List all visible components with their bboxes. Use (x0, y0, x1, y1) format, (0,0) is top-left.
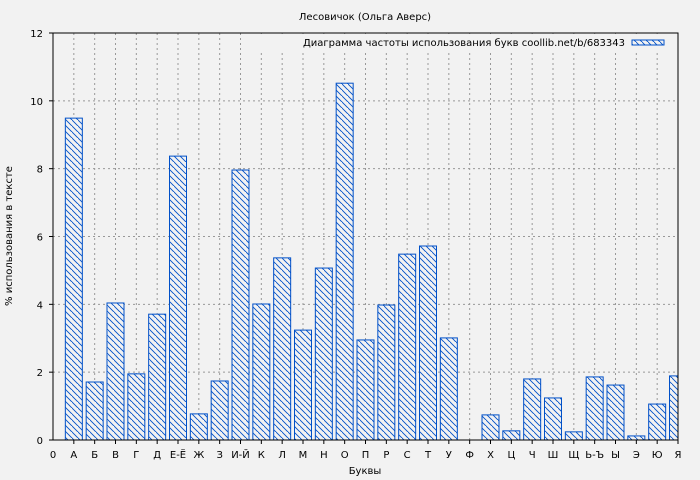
y-tick-label: 4 (37, 300, 43, 311)
bar (356, 339, 375, 440)
bar (210, 380, 229, 440)
bar (398, 253, 417, 440)
legend-swatch (631, 39, 665, 46)
x-tick-label: Г (133, 450, 139, 461)
bar (606, 384, 625, 440)
x-tick-label: Д (153, 450, 161, 461)
legend: Диаграмма частоты использования букв coo… (241, 34, 677, 51)
bar (189, 413, 208, 440)
bar (377, 304, 396, 440)
x-tick-label: Ц (507, 450, 515, 461)
bar (64, 117, 83, 440)
bars (64, 82, 678, 440)
x-tick-label: Х (487, 450, 494, 461)
y-tick-label: 2 (37, 368, 43, 379)
chart-title: Лесовичок (Ольга Аверс) (299, 12, 431, 23)
bar (314, 267, 333, 440)
x-tick-label: Е-Ё (170, 448, 186, 461)
bar (169, 155, 187, 440)
legend-label: Диаграмма частоты использования букв coo… (303, 38, 625, 49)
bar (273, 257, 292, 440)
grid (53, 33, 678, 440)
bar (252, 303, 271, 440)
x-tick-label: Э (633, 450, 640, 461)
x-axis-label: Буквы (349, 466, 382, 477)
x-tick-label: Н (320, 450, 328, 461)
bar (502, 430, 521, 440)
x-tick-label: У (446, 450, 452, 461)
bar (148, 313, 167, 440)
x-tick-label: И-Й (231, 448, 250, 461)
y-tick-label: 10 (30, 97, 43, 108)
bar (106, 302, 125, 440)
bar (523, 378, 542, 440)
x-tick-label: Щ (568, 450, 579, 461)
bar (294, 329, 312, 440)
bar (439, 337, 458, 440)
bar (419, 245, 437, 440)
bar (127, 373, 146, 440)
y-axis-label: % использования в тексте (4, 166, 15, 306)
x-tick-label: Ж (193, 450, 204, 461)
y-tick-label: 0 (37, 436, 43, 447)
x-tick-label: А (70, 450, 77, 461)
y-tick-label: 8 (37, 165, 43, 176)
bar (627, 435, 646, 440)
x-tick-label: Л (278, 450, 286, 461)
x-tick-label: Ю (652, 450, 663, 461)
bar (585, 376, 604, 440)
x-tick-label: Ф (465, 450, 474, 461)
x-tick-label: М (299, 450, 308, 461)
x-tick-label: Я (675, 450, 682, 461)
y-ticks: 0 2 4 6 8 10 12 (30, 29, 53, 447)
x-tick-label: З (216, 450, 222, 461)
x-tick-label: Т (424, 450, 432, 461)
x-tick-label: Б (91, 450, 98, 461)
x-tick-label: Ч (529, 450, 536, 461)
x-tick-label: 0 (50, 450, 56, 461)
x-tick-label: К (258, 450, 265, 461)
x-tick-label: С (404, 450, 411, 461)
bar (564, 431, 583, 440)
x-tick-label: Ь-Ъ (585, 450, 604, 461)
y-tick-label: 6 (37, 233, 43, 244)
x-tick-label: Ш (548, 450, 559, 461)
bar (481, 414, 500, 440)
x-tick-label: В (112, 450, 119, 461)
bar (335, 82, 354, 440)
x-tick-label: О (341, 450, 349, 461)
bar (669, 375, 678, 440)
bar (231, 169, 250, 440)
bar (648, 403, 667, 440)
bar (544, 397, 562, 440)
x-tick-label: Ы (611, 450, 620, 461)
x-tick-label: Р (383, 450, 389, 461)
y-tick-label: 12 (30, 29, 43, 40)
bar (85, 381, 104, 440)
x-ticks: 0 А Б В Г Д Е-Ё Ж З И-Й К Л М Н О П Р С Т У Ф Х Ц Ч Ш Щ Ь-Ъ Ы Э Ю Я (50, 440, 682, 461)
x-tick-label: П (362, 450, 370, 461)
